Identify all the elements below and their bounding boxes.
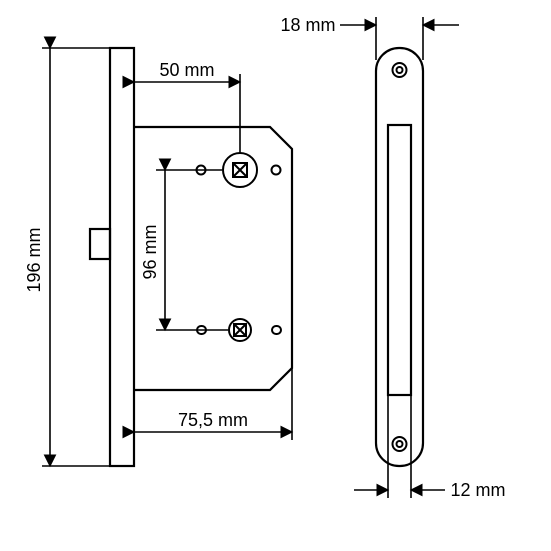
dim-96mm bbox=[156, 170, 228, 330]
spindle-follower bbox=[223, 153, 257, 187]
strike-screw-top-icon bbox=[393, 63, 407, 77]
dim-50mm bbox=[134, 74, 240, 153]
latch-bolt bbox=[90, 229, 110, 259]
strike-screw-bottom-icon bbox=[393, 437, 407, 451]
dim-196mm bbox=[42, 48, 110, 466]
lock-faceplate bbox=[110, 48, 134, 466]
dim-96mm-label: 96 mm bbox=[140, 224, 160, 279]
strike-plate-outer bbox=[376, 48, 423, 466]
dim-18mm bbox=[340, 17, 459, 60]
strike-plate-inner bbox=[388, 125, 411, 395]
fixing-hole-icon bbox=[272, 166, 281, 175]
dim-196mm-label: 196 mm bbox=[24, 227, 44, 292]
lock-dimension-diagram: 196 mm 50 mm 96 mm 75,5 mm 18 mm 12 mm bbox=[0, 0, 551, 551]
dim-18mm-label: 18 mm bbox=[280, 15, 335, 35]
slot-hole-icon bbox=[272, 326, 281, 334]
key-follower bbox=[229, 319, 251, 341]
dim-755mm-label: 75,5 mm bbox=[178, 410, 248, 430]
dim-12mm-label: 12 mm bbox=[450, 480, 505, 500]
dim-50mm-label: 50 mm bbox=[159, 60, 214, 80]
